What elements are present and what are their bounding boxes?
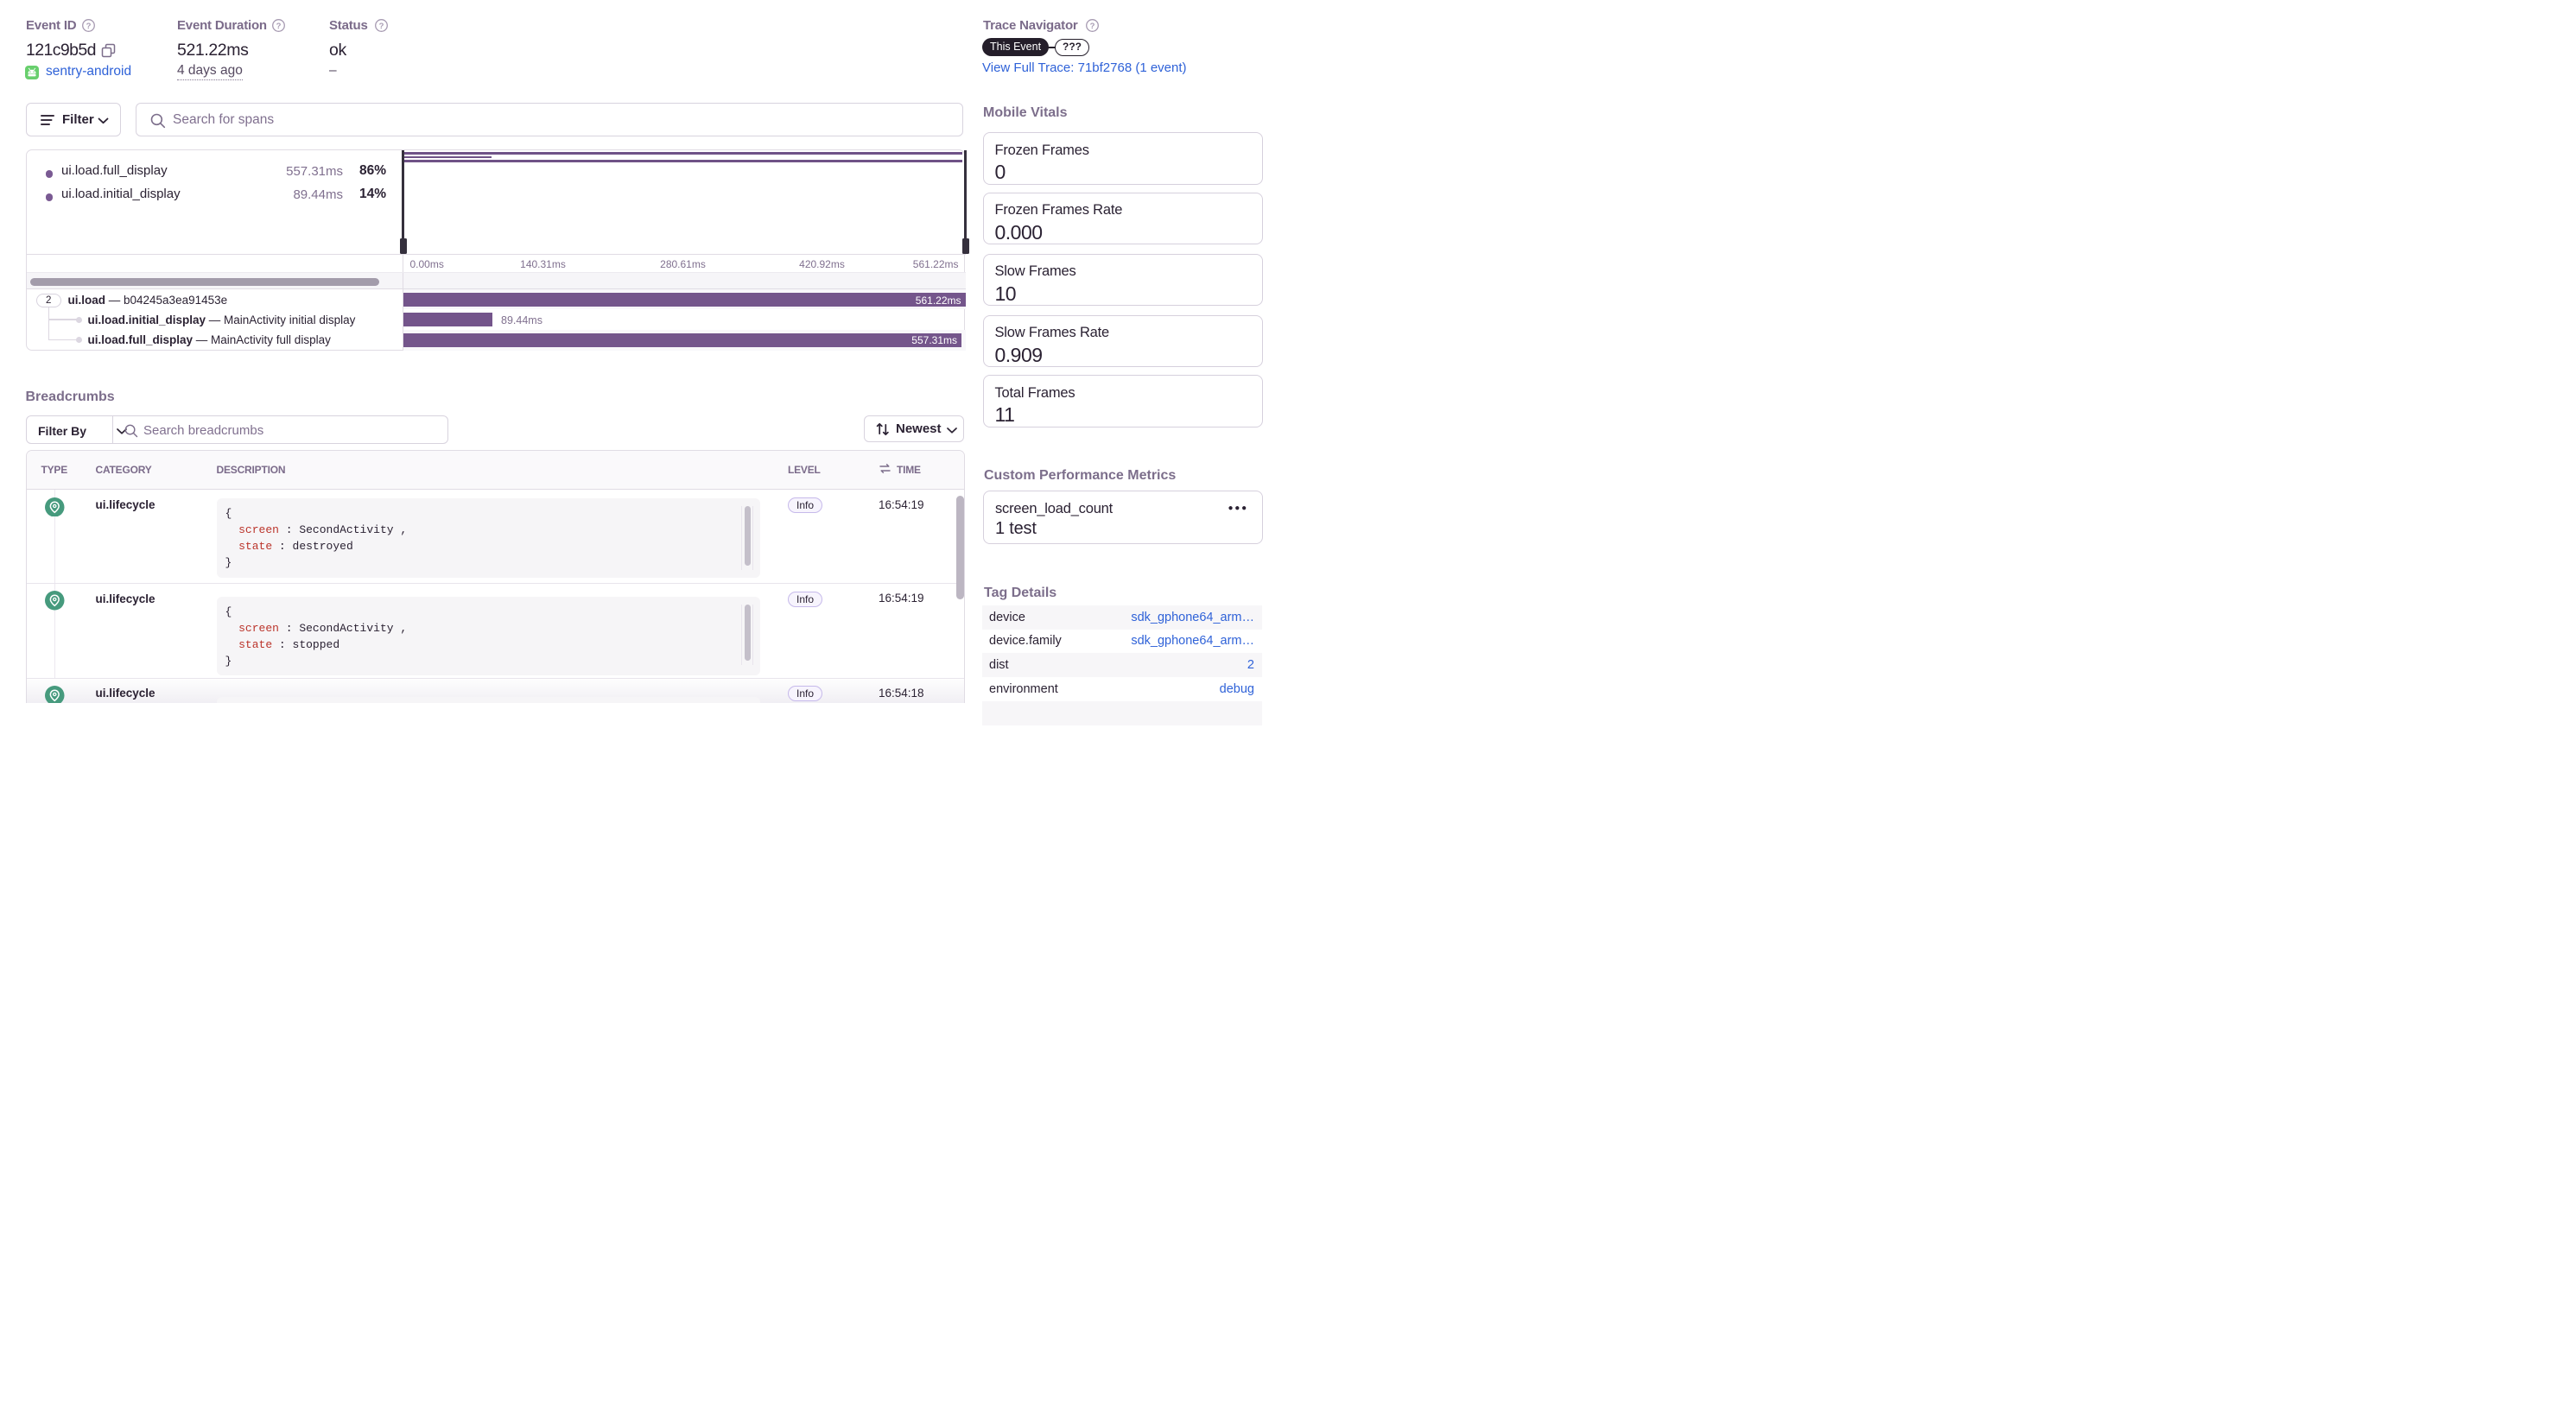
svg-text:?: ? [86, 22, 92, 31]
svg-text:?: ? [276, 22, 282, 31]
svg-text:?: ? [1090, 22, 1095, 31]
svg-text:?: ? [379, 22, 384, 31]
